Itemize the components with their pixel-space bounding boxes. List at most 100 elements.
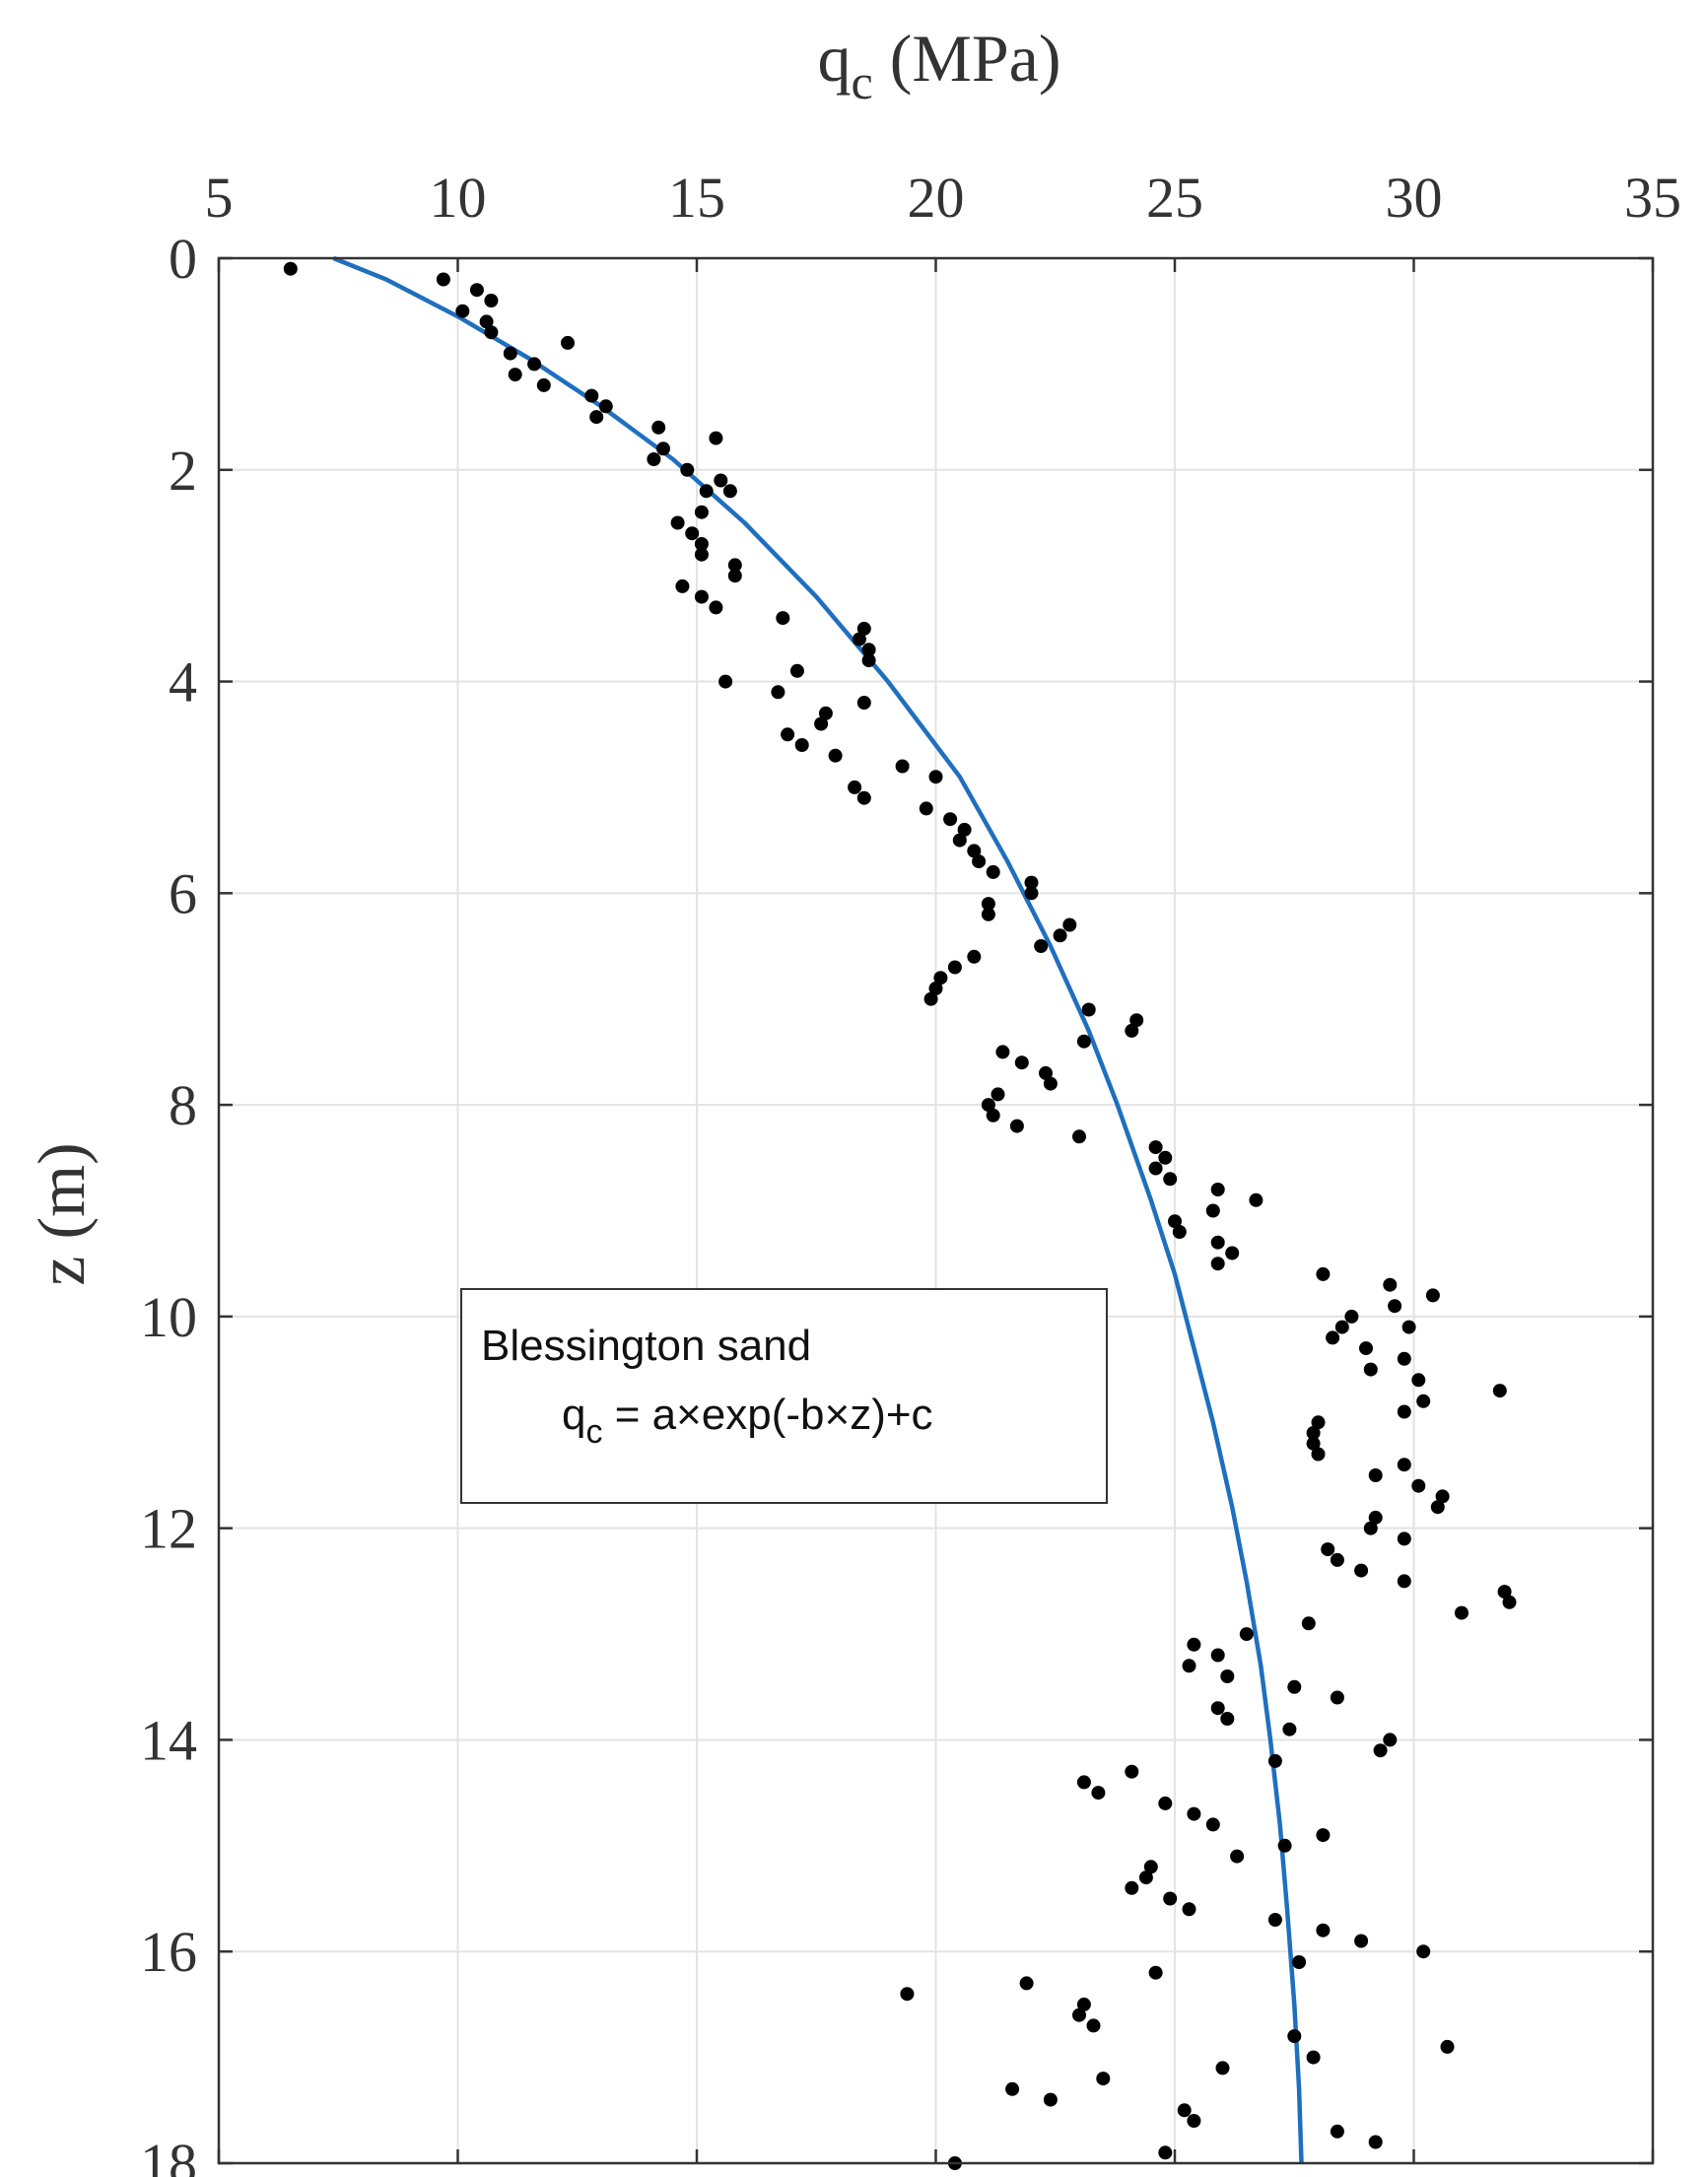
y-tick-label: 18 <box>140 2132 197 2177</box>
data-point <box>647 452 661 466</box>
data-point <box>1210 1235 1225 1250</box>
y-tick-label: 8 <box>169 1073 197 1137</box>
data-point <box>536 377 551 392</box>
data-point <box>1292 1955 1307 1969</box>
data-point <box>1344 1309 1359 1324</box>
data-point <box>789 663 804 678</box>
data-point <box>1354 1934 1369 1948</box>
data-point <box>1125 1880 1139 1895</box>
data-point <box>1316 1828 1331 1843</box>
data-point <box>943 812 958 827</box>
data-point <box>1383 1733 1398 1747</box>
data-point <box>598 399 613 414</box>
data-point <box>1311 1415 1326 1430</box>
data-point <box>1249 1192 1264 1207</box>
data-point <box>651 420 666 435</box>
x-tick-label: 35 <box>1624 166 1681 230</box>
data-point <box>828 748 843 763</box>
data-point <box>1373 1743 1388 1758</box>
data-point <box>1397 1531 1411 1546</box>
data-point <box>527 357 542 372</box>
data-point <box>1072 2007 1086 2022</box>
data-point <box>981 1098 995 1113</box>
data-point <box>484 325 499 340</box>
data-point <box>1210 1183 1225 1196</box>
data-point <box>848 780 862 794</box>
data-point <box>794 738 809 752</box>
data-point <box>479 314 494 329</box>
data-point <box>1267 1753 1282 1768</box>
data-point <box>1334 1320 1349 1334</box>
x-tick-label: 25 <box>1146 166 1203 230</box>
data-point <box>1383 1277 1398 1292</box>
data-point <box>727 558 742 573</box>
x-axis-title-subscript: c <box>852 54 873 109</box>
data-point <box>952 833 967 848</box>
data-point <box>1168 1214 1182 1229</box>
data-point <box>670 515 685 530</box>
y-tick-label: 10 <box>140 1285 197 1349</box>
data-point <box>1306 1426 1321 1440</box>
data-point <box>1024 875 1039 890</box>
data-point <box>995 1045 1010 1059</box>
x-tick-label: 30 <box>1386 166 1443 230</box>
data-point <box>1316 1266 1331 1281</box>
y-tick-label: 14 <box>140 1708 197 1772</box>
data-point <box>861 653 876 668</box>
data-point <box>814 716 829 731</box>
data-point <box>503 346 517 361</box>
data-point <box>1354 1563 1369 1578</box>
data-point <box>781 727 795 742</box>
data-point <box>1311 1447 1326 1462</box>
y-tick-label: 12 <box>140 1497 197 1561</box>
data-point <box>856 621 871 636</box>
data-point <box>1205 1817 1220 1832</box>
legend-box <box>460 1288 1108 1504</box>
data-point <box>1148 1161 1163 1176</box>
x-tick-label: 5 <box>205 166 234 230</box>
data-point <box>722 484 737 499</box>
data-point <box>1076 1997 1091 2011</box>
data-point <box>895 759 910 774</box>
data-point <box>1326 1330 1340 1345</box>
data-point <box>1005 2081 1020 2096</box>
data-point <box>856 696 871 710</box>
data-point <box>1125 1023 1139 1038</box>
data-point <box>1187 2114 1201 2128</box>
data-point <box>1397 1351 1411 1366</box>
data-point <box>508 368 522 382</box>
data-point <box>694 589 709 604</box>
data-point <box>1282 1722 1297 1736</box>
data-point <box>1301 1616 1316 1631</box>
data-point <box>852 632 866 646</box>
data-point <box>1210 1257 1225 1271</box>
data-point <box>1039 1065 1053 1080</box>
data-point <box>1363 1521 1378 1535</box>
data-point <box>1267 1913 1282 1927</box>
data-point <box>1163 1172 1178 1187</box>
data-point <box>981 907 995 921</box>
data-point <box>900 1987 915 2002</box>
data-point <box>718 674 733 689</box>
data-point <box>1019 1976 1034 1991</box>
data-point <box>1163 1891 1178 1906</box>
data-point <box>1086 2018 1101 2033</box>
data-point <box>1210 1648 1225 1663</box>
data-point <box>694 505 709 519</box>
data-point <box>1239 1627 1254 1642</box>
data-point <box>923 991 938 1006</box>
y-tick-label: 16 <box>140 1920 197 1984</box>
data-point <box>1138 1871 1153 1885</box>
data-point <box>1220 1712 1235 1726</box>
data-point <box>1081 1002 1096 1017</box>
data-point <box>856 790 871 805</box>
data-point <box>1416 1944 1431 1959</box>
data-point <box>1182 1902 1196 1917</box>
data-point <box>933 971 948 986</box>
legend-equation-subscript: c <box>585 1413 602 1451</box>
data-point <box>1411 1373 1426 1388</box>
data-point <box>1492 1384 1507 1398</box>
x-tick-label: 20 <box>908 166 965 230</box>
data-point <box>1359 1341 1373 1356</box>
